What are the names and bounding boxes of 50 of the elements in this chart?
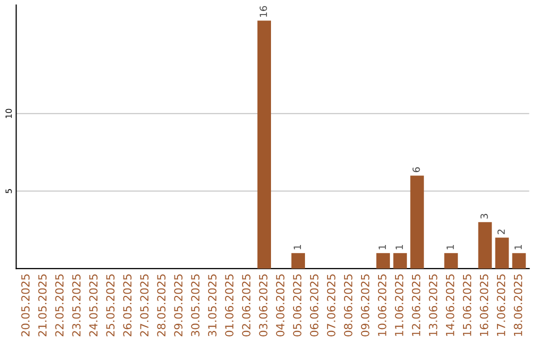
data-label: 6 — [412, 167, 420, 172]
x-tick-label: 31.05.2025 — [208, 274, 216, 336]
x-tick-label: 27.05.2025 — [140, 274, 149, 336]
x-tick-label: 14.06.2025 — [446, 274, 454, 336]
bar — [376, 253, 390, 269]
x-tick-label: 01.06.2025 — [225, 274, 234, 336]
x-tick-label: 13.06.2025 — [428, 274, 438, 336]
x-tick-label: 04.06.2025 — [276, 274, 284, 336]
bar — [410, 176, 424, 269]
x-tick-label: 23.05.2025 — [72, 274, 81, 336]
x-tick-label: 09.06.2025 — [360, 274, 370, 336]
bar — [393, 253, 407, 269]
data-label: 1 — [446, 245, 454, 250]
data-label: 1 — [514, 245, 522, 250]
x-tick-label: 26.05.2025 — [123, 274, 132, 336]
x-tick-label: 12.06.2025 — [412, 274, 420, 336]
x-tick-label: 05.06.2025 — [293, 274, 302, 336]
x-tick-label: 29.05.2025 — [174, 274, 182, 336]
data-label: 3 — [480, 214, 488, 219]
bar — [512, 253, 526, 269]
x-tick-label: 03.06.2025 — [259, 274, 268, 336]
x-tick-label: 02.06.2025 — [242, 274, 250, 336]
data-label: 1 — [378, 245, 386, 250]
bar — [495, 238, 509, 269]
x-tick-label: 06.06.2025 — [310, 274, 318, 336]
x-tick-label: 08.06.2025 — [344, 274, 352, 336]
x-tick-label: 30.05.2025 — [191, 274, 200, 336]
bar — [478, 222, 492, 269]
data-label: 1 — [294, 245, 301, 250]
x-tick-label: 21.05.2025 — [38, 274, 47, 336]
x-tick-label: 15.06.2025 — [462, 274, 472, 336]
x-tick-label: 11.06.2025 — [394, 274, 404, 336]
data-label: 2 — [497, 230, 505, 234]
x-tick-label: 20.05.2025 — [21, 274, 30, 336]
y-tick-label: 5 — [6, 189, 12, 194]
x-tick-label: 16.06.2025 — [480, 274, 488, 336]
bar — [291, 253, 305, 269]
data-label: 16 — [260, 6, 268, 17]
x-tick-label: 18.06.2025 — [514, 274, 522, 336]
data-label: 1 — [396, 245, 403, 250]
y-tick-label: 10 — [6, 108, 12, 118]
x-tick-label: 17.06.2025 — [496, 274, 506, 336]
x-tick-label: 07.06.2025 — [326, 274, 336, 336]
bar — [257, 20, 271, 269]
x-tick-label: 10.06.2025 — [378, 274, 386, 336]
x-tick-label: 25.05.2025 — [106, 274, 115, 336]
x-tick-label: 28.05.2025 — [157, 274, 166, 336]
bar — [444, 253, 458, 269]
x-tick-label: 24.05.2025 — [89, 274, 98, 336]
x-tick-label: 22.05.2025 — [55, 274, 64, 336]
